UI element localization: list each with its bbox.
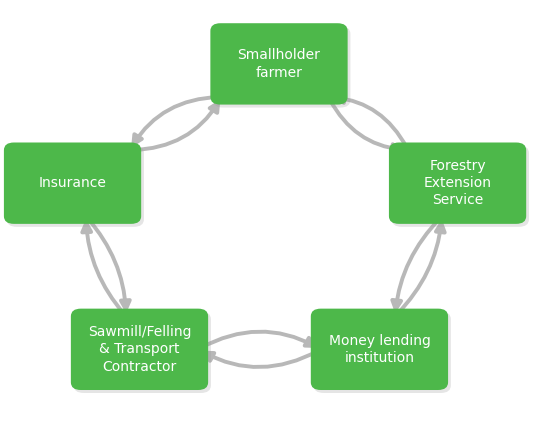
Text: Sawmill/Felling
& Transport
Contractor: Sawmill/Felling & Transport Contractor — [88, 325, 191, 374]
Text: Smallholder
farmer: Smallholder farmer — [238, 48, 320, 80]
Text: Money lending
institution: Money lending institution — [329, 334, 430, 365]
Text: Insurance: Insurance — [39, 176, 107, 190]
FancyBboxPatch shape — [392, 146, 529, 227]
FancyBboxPatch shape — [210, 23, 348, 105]
FancyBboxPatch shape — [213, 26, 350, 107]
FancyBboxPatch shape — [389, 142, 526, 224]
FancyBboxPatch shape — [7, 146, 144, 227]
FancyBboxPatch shape — [311, 308, 448, 390]
FancyBboxPatch shape — [4, 142, 141, 224]
FancyBboxPatch shape — [314, 312, 451, 393]
FancyBboxPatch shape — [74, 312, 211, 393]
FancyBboxPatch shape — [71, 308, 208, 390]
Text: Forestry
Extension
Service: Forestry Extension Service — [424, 159, 492, 207]
